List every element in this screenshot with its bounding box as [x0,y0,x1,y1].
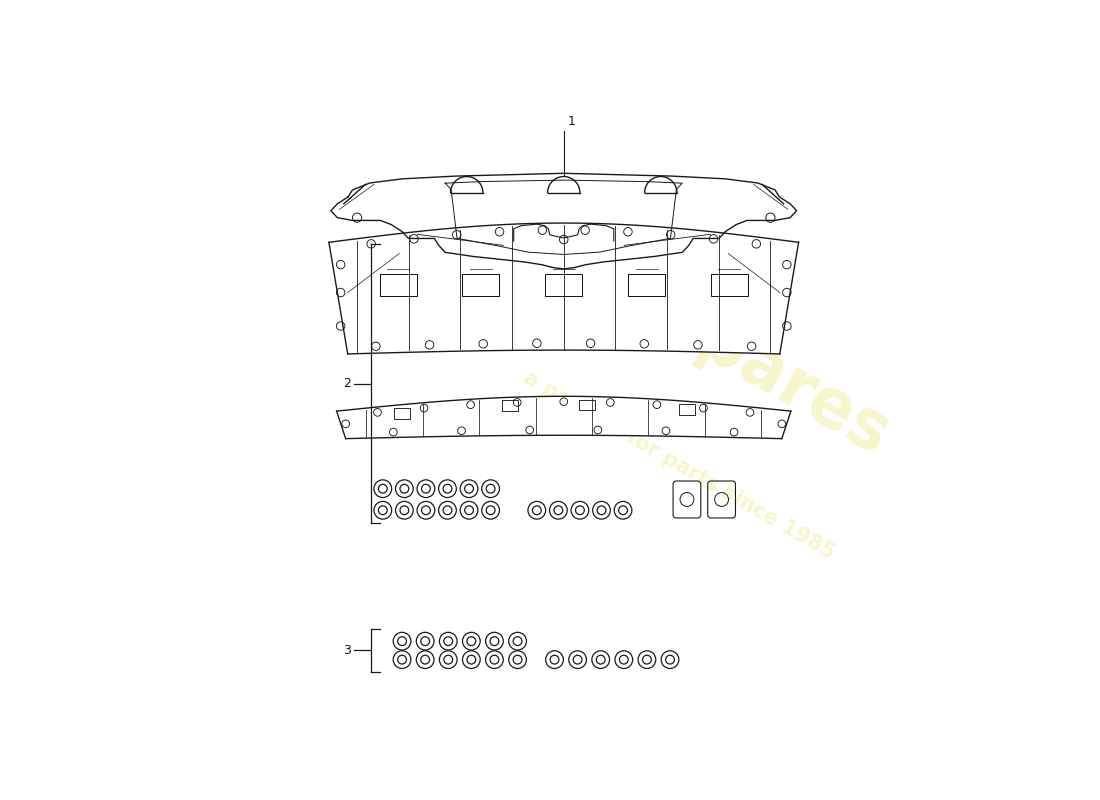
Text: eurospares: eurospares [504,201,901,469]
Text: 1: 1 [568,115,575,128]
Polygon shape [329,223,799,354]
Text: a passion for parts since 1985: a passion for parts since 1985 [520,368,838,563]
Bar [462,274,499,295]
Bar [680,405,695,415]
Bar [395,408,410,418]
Bar [502,400,518,411]
Bar [711,274,748,295]
Bar [379,274,417,295]
Text: 2: 2 [343,377,351,390]
Text: 3: 3 [343,644,351,657]
Bar [546,274,582,295]
Bar [580,399,595,410]
Polygon shape [337,396,791,438]
Bar [628,274,666,295]
Polygon shape [331,174,796,269]
